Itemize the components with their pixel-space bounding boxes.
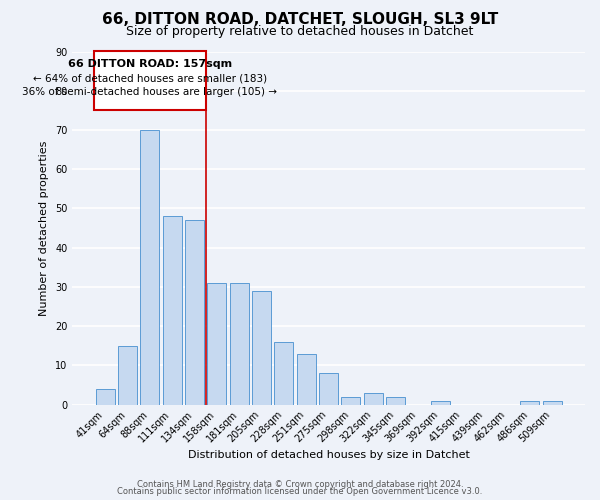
Bar — [386, 396, 405, 404]
Bar — [94, 52, 206, 110]
Bar — [140, 130, 159, 404]
Text: 66, DITTON ROAD, DATCHET, SLOUGH, SL3 9LT: 66, DITTON ROAD, DATCHET, SLOUGH, SL3 9L… — [102, 12, 498, 28]
Text: 66 DITTON ROAD: 157sqm: 66 DITTON ROAD: 157sqm — [68, 60, 232, 70]
Y-axis label: Number of detached properties: Number of detached properties — [40, 140, 49, 316]
Bar — [431, 400, 450, 404]
Bar — [118, 346, 137, 405]
Text: Size of property relative to detached houses in Datchet: Size of property relative to detached ho… — [127, 24, 473, 38]
Bar — [297, 354, 316, 405]
Bar — [364, 393, 383, 404]
Bar — [319, 373, 338, 404]
Bar — [95, 389, 115, 404]
Bar — [230, 283, 248, 405]
Bar — [208, 283, 226, 405]
Text: Contains HM Land Registry data © Crown copyright and database right 2024.: Contains HM Land Registry data © Crown c… — [137, 480, 463, 489]
Bar — [252, 291, 271, 405]
Bar — [274, 342, 293, 404]
X-axis label: Distribution of detached houses by size in Datchet: Distribution of detached houses by size … — [188, 450, 470, 460]
Bar — [542, 400, 562, 404]
Bar — [341, 396, 361, 404]
Text: ← 64% of detached houses are smaller (183): ← 64% of detached houses are smaller (18… — [32, 73, 267, 83]
Bar — [185, 220, 204, 404]
Text: 36% of semi-detached houses are larger (105) →: 36% of semi-detached houses are larger (… — [22, 87, 277, 97]
Bar — [163, 216, 182, 404]
Text: Contains public sector information licensed under the Open Government Licence v3: Contains public sector information licen… — [118, 488, 482, 496]
Bar — [520, 400, 539, 404]
